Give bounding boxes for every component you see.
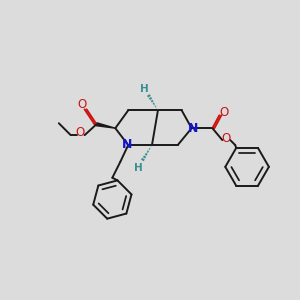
Text: O: O <box>222 132 231 145</box>
Text: H: H <box>140 84 148 94</box>
Text: O: O <box>75 126 84 139</box>
Text: O: O <box>220 106 229 119</box>
Text: O: O <box>77 98 86 111</box>
Text: H: H <box>134 163 142 173</box>
Text: N: N <box>122 138 132 151</box>
Text: N: N <box>188 122 198 135</box>
Polygon shape <box>96 123 115 128</box>
